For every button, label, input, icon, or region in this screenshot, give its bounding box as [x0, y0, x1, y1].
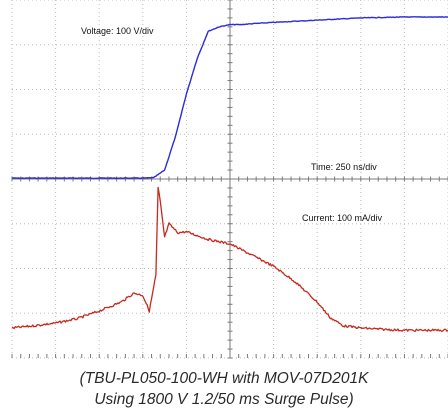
plot-background: [0, 0, 448, 360]
time-scale-label: Time: 250 ns/div: [311, 162, 377, 172]
voltage-trace: [12, 16, 448, 180]
current-trace: [11, 186, 448, 332]
oscilloscope-chart: Voltage: 100 V/div Time: 250 ns/div Curr…: [0, 0, 448, 360]
traces: [11, 16, 448, 332]
caption-line-2: Using 1800 V 1.2/50 ms Surge Pulse): [94, 391, 354, 408]
caption-line-1: (TBU-PL050-100-WH with MOV-07D201K: [79, 370, 369, 387]
voltage-scale-label: Voltage: 100 V/div: [81, 26, 154, 36]
current-scale-label: Current: 100 mA/div: [302, 213, 383, 223]
